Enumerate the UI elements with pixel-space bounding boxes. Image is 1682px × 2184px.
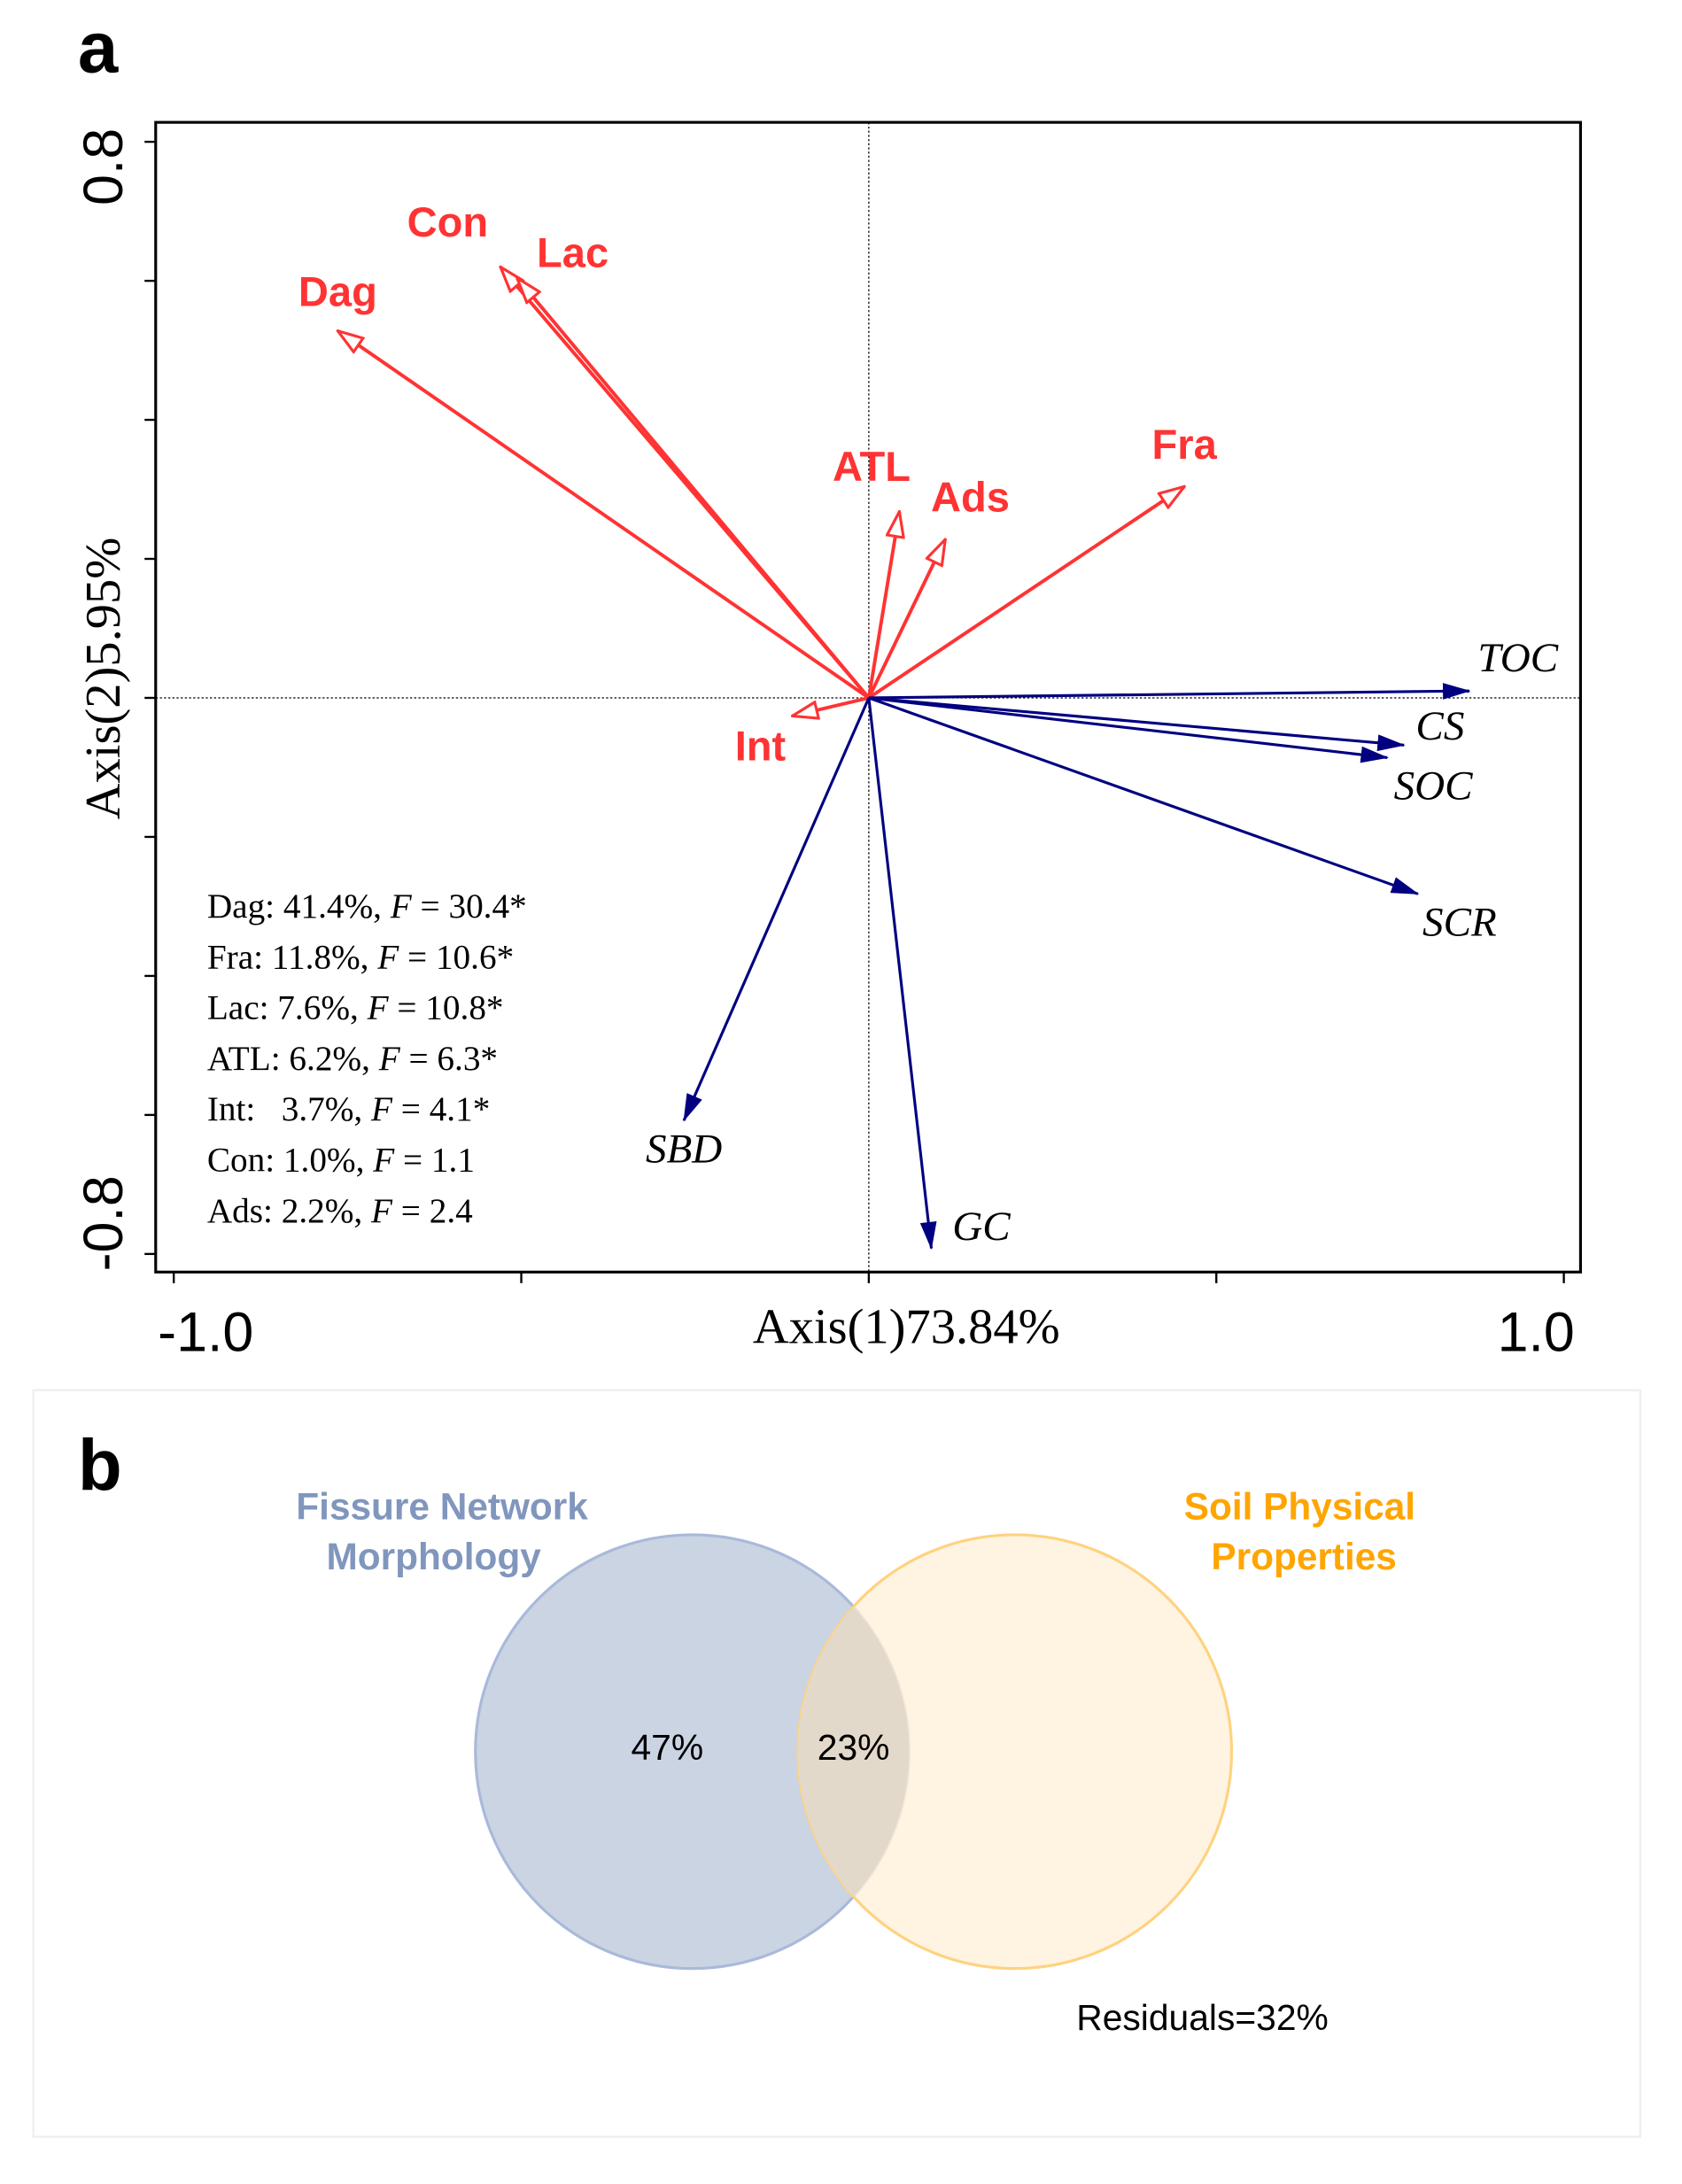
x-tick-label-min: -1.0 (158, 1302, 253, 1364)
stats-f-symbol: F (376, 938, 399, 976)
vector-arrow (866, 512, 900, 699)
panel-label-a: a (78, 8, 119, 89)
vector-arrow (867, 486, 1184, 700)
set-label-soil-line1: Soil Physical (1184, 1486, 1415, 1528)
stats-prefix: Lac: 7.6%, (207, 989, 368, 1027)
y-axis-label: Axis(2)5.95% (76, 538, 131, 820)
venn-overlap (797, 1607, 910, 1897)
y-tick-label-max: 0.8 (73, 128, 135, 205)
stats-line: Lac: 7.6%, F = 10.8* (207, 989, 504, 1027)
stats-prefix: Int: 3.7%, (207, 1090, 371, 1128)
vector-label: SOC (1394, 763, 1474, 809)
x-axis-label: Axis(1)73.84% (753, 1299, 1060, 1354)
vector-arrow (868, 696, 1406, 752)
stats-suffix: = 1.1 (394, 1141, 475, 1179)
stats-f-symbol: F (378, 1040, 401, 1078)
response-vector-cs: CS (868, 696, 1464, 752)
vector-arrow (517, 278, 871, 700)
stats-line: Fra: 11.8%, F = 10.6* (207, 938, 514, 976)
panel-b-frame (32, 1389, 1642, 2138)
stats-suffix: = 6.3* (400, 1040, 498, 1078)
stats-prefix: Con: 1.0%, (207, 1141, 373, 1179)
venn-shared: 23% (818, 1727, 890, 1768)
stats-suffix: = 10.6* (399, 938, 514, 976)
stats-suffix: = 10.8* (389, 989, 504, 1027)
vector-label: Con (407, 198, 489, 245)
stats-annotations: Dag: 41.4%, F = 30.4* Fra: 11.8%, F = 10.… (207, 887, 527, 1230)
x-tick-label-max: 1.0 (1498, 1302, 1575, 1364)
response-vector-sbd: SBD (646, 697, 871, 1172)
stats-prefix: Ads: 2.2%, (207, 1192, 371, 1230)
panel-label-b: b (78, 1426, 122, 1506)
vector-label: Dag (298, 267, 377, 314)
vector-label: Lac (537, 228, 608, 275)
vector-arrow (868, 683, 1471, 700)
stats-f-symbol: F (390, 887, 413, 925)
explanatory-vector-atl: ATL (833, 443, 911, 699)
vector-label: SCR (1422, 899, 1497, 945)
stats-prefix: ATL: 6.2%, (207, 1040, 379, 1078)
axis-ticks (144, 140, 1565, 1283)
vector-arrow (867, 539, 945, 699)
vector-arrow (793, 696, 870, 716)
venn-residuals: Residuals=32% (1076, 1997, 1329, 2038)
set-label-fissure-line1: Fissure Network (296, 1486, 588, 1528)
stats-line: Int: 3.7%, F = 4.1* (207, 1090, 491, 1128)
set-label-soil-line2: Properties (1211, 1536, 1397, 1577)
stats-prefix: Dag: 41.4%, (207, 887, 391, 925)
vector-arrow (337, 331, 871, 700)
vector-label: Ads (931, 474, 1010, 521)
vector-arrow (868, 696, 1389, 763)
stats-f-symbol: F (370, 1090, 393, 1128)
stats-line: Con: 1.0%, F = 1.1 (207, 1141, 475, 1179)
vector-label: CS (1415, 703, 1464, 749)
y-tick-label-min: -0.8 (73, 1175, 135, 1271)
stats-suffix: = 2.4 (392, 1192, 473, 1230)
stats-suffix: = 4.1* (392, 1090, 490, 1128)
venn-unique-fissure: 47% (631, 1727, 703, 1768)
vector-label: Fra (1152, 421, 1218, 468)
vector-arrow (868, 696, 1420, 895)
stats-line: Ads: 2.2%, F = 2.4 (207, 1192, 473, 1230)
response-vector-toc: TOC (868, 635, 1559, 700)
stats-line: ATL: 6.2%, F = 6.3* (207, 1040, 498, 1078)
explanatory-vector-con: Con (407, 198, 871, 700)
stats-suffix: = 30.4* (412, 887, 527, 925)
vector-label: TOC (1477, 635, 1558, 681)
vector-arrow (867, 697, 937, 1251)
response-vector-scr: SCR (868, 696, 1497, 945)
venn-diagram: Fissure Network Morphology Soil Physical… (296, 1486, 1415, 2038)
explanatory-vector-lac: Lac (517, 228, 871, 700)
stats-prefix: Fra: 11.8%, (207, 938, 377, 976)
vector-arrow (682, 697, 871, 1122)
response-vector-gc: GC (867, 697, 1011, 1251)
vector-label: ATL (833, 443, 911, 490)
explanatory-vector-fra: Fra (867, 421, 1218, 700)
stats-f-symbol: F (372, 1141, 395, 1179)
stats-line: Dag: 41.4%, F = 30.4* (207, 887, 527, 925)
vector-label: GC (952, 1204, 1011, 1250)
response-vector-soc: SOC (868, 696, 1474, 809)
explanatory-vector-ads: Ads (867, 474, 1010, 699)
biplot: -1.0 1.0 0.8 -0.8 Axis(1)73.84% Axis(2)5… (73, 120, 1583, 1364)
explanatory-vector-int: Int (735, 696, 870, 770)
vector-label: Int (735, 723, 787, 770)
stats-f-symbol: F (370, 1192, 393, 1230)
vectors: Dag Con Lac ATL Ads Fra Int TOC CS SOC SCR SBD GC (298, 198, 1559, 1250)
explanatory-vector-dag: Dag (298, 267, 871, 700)
stats-f-symbol: F (367, 989, 390, 1027)
vector-label: SBD (646, 1126, 722, 1172)
set-label-fissure-line2: Morphology (326, 1536, 541, 1577)
